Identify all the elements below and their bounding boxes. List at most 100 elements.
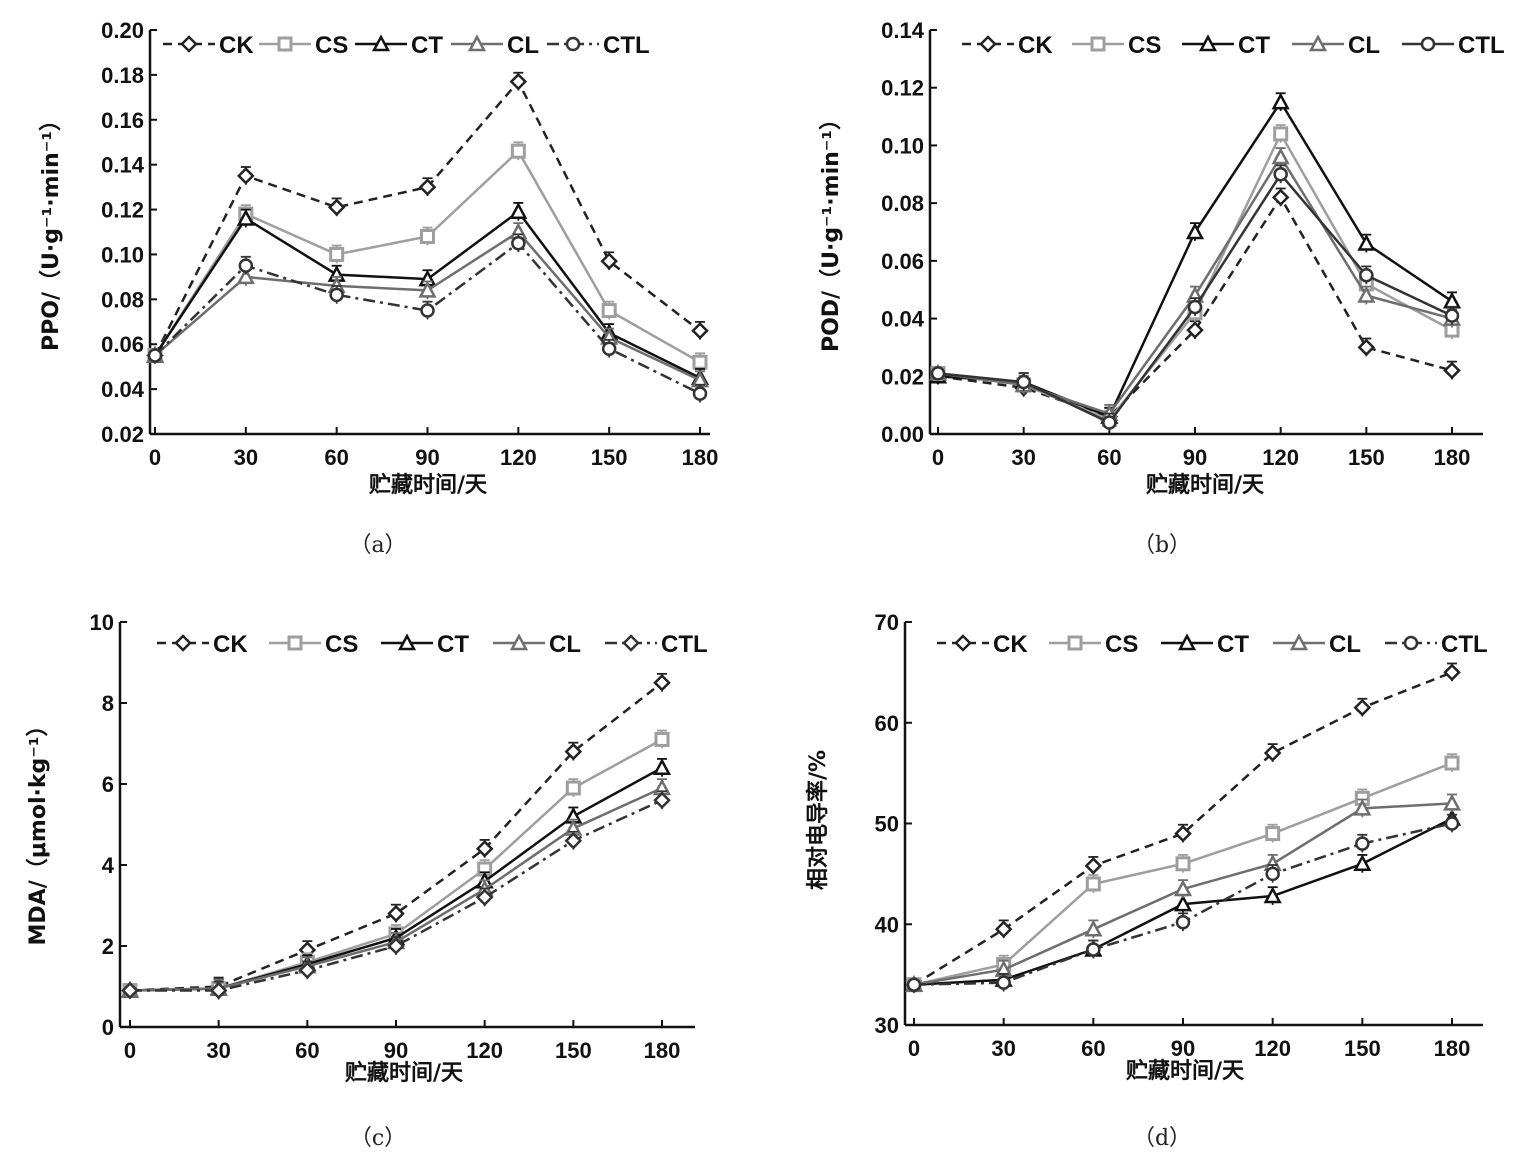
panel-caption: （a） xyxy=(349,533,406,558)
y-tick-label: 40 xyxy=(875,912,899,937)
data-point-CL xyxy=(1353,798,1372,816)
legend-marker-CL xyxy=(1308,34,1328,52)
y-tick-label: 0.20 xyxy=(101,18,144,43)
data-point-CTL xyxy=(420,303,435,318)
x-tick-label: 180 xyxy=(644,1038,681,1063)
data-point-CK xyxy=(418,178,437,196)
legend: CK CS CT CL CTL xyxy=(163,32,650,59)
series-CL xyxy=(120,778,672,998)
data-point-CK xyxy=(237,167,255,185)
x-axis-title: 贮藏时间/天 xyxy=(1146,473,1265,498)
data-point-CTL xyxy=(1102,415,1117,430)
y-tick-label: 30 xyxy=(875,1013,899,1038)
x-axis-title: 贮藏时间/天 xyxy=(1126,1059,1245,1084)
series-line-CTL xyxy=(130,799,663,992)
data-point-CK xyxy=(475,840,494,858)
legend-label-CL: CL xyxy=(549,631,581,658)
x-tick-label: 120 xyxy=(1262,445,1299,470)
legend-marker-CTL xyxy=(1420,36,1436,52)
data-point-CS xyxy=(692,354,708,370)
y-tick-label: 10 xyxy=(90,610,114,635)
data-point-CTL xyxy=(1444,308,1460,323)
data-point-CTL xyxy=(1016,374,1031,390)
data-point-CTL xyxy=(1355,836,1370,851)
x-tick-label: 30 xyxy=(206,1038,230,1063)
data-point-CTL xyxy=(1086,942,1101,957)
data-point-CTL xyxy=(906,977,922,992)
legend-label-CL: CL xyxy=(1348,32,1380,59)
data-point-CTL xyxy=(1273,167,1288,182)
data-point-CT xyxy=(1263,886,1282,904)
legend-label-CT: CT xyxy=(437,631,469,658)
legend-marker-CK xyxy=(174,634,192,652)
y-tick-label: 0.12 xyxy=(881,76,924,101)
x-tick-label: 0 xyxy=(124,1038,136,1063)
series-line-CS xyxy=(937,131,1453,422)
x-tick-label: 120 xyxy=(466,1038,503,1063)
data-point-CTL xyxy=(601,341,617,356)
panel-caption: （c） xyxy=(350,1126,406,1151)
data-point-CTL xyxy=(209,981,228,1000)
data-point-CT xyxy=(1353,854,1372,872)
y-tick-label: 0.18 xyxy=(101,63,144,88)
x-tick-label: 60 xyxy=(1081,1036,1105,1061)
x-tick-label: 120 xyxy=(1254,1036,1291,1061)
data-point-CS xyxy=(329,246,345,262)
chart-panel-3: 0 2 4 6 8 10 0 30 60 90 120 150 180 贮藏时间/天 MDA/（μmol·k… xyxy=(26,610,708,1151)
y-axis-title: POD/（U·g⁻¹·min⁻¹） xyxy=(819,108,844,352)
legend: CK CS CT CL CTL xyxy=(937,631,1488,658)
data-point-CS xyxy=(1273,126,1289,142)
data-point-CK xyxy=(1353,698,1372,717)
data-point-CS xyxy=(601,303,617,319)
data-point-CK xyxy=(1357,338,1376,357)
x-tick-label: 150 xyxy=(591,445,628,470)
x-tick-label: 180 xyxy=(1434,445,1471,470)
legend-label-CTL: CTL xyxy=(1441,631,1488,658)
legend-marker-CTL xyxy=(622,634,640,652)
y-tick-label: 70 xyxy=(875,610,899,635)
data-point-CK xyxy=(327,198,346,217)
data-point-CS xyxy=(565,780,581,796)
data-point-CTL xyxy=(1175,914,1191,930)
y-tick-label: 60 xyxy=(875,711,899,736)
data-point-CK xyxy=(691,321,709,340)
x-tick-label: 150 xyxy=(1348,445,1385,470)
data-point-CS xyxy=(654,731,670,747)
legend-marker-CL xyxy=(467,34,487,52)
legend-label-CK: CK xyxy=(1018,32,1053,59)
y-tick-label: 0.06 xyxy=(881,249,924,274)
x-tick-label: 60 xyxy=(295,1038,319,1063)
legend-marker-CT xyxy=(1177,633,1197,651)
x-tick-label: 0 xyxy=(932,445,944,470)
legend-marker-CK xyxy=(954,634,972,652)
y-tick-label: 0.10 xyxy=(881,133,924,158)
data-point-CTL xyxy=(1359,268,1374,283)
series-line-CL xyxy=(129,786,663,992)
data-point-CL xyxy=(418,280,437,298)
data-point-CK xyxy=(1186,321,1204,339)
data-point-CK xyxy=(600,252,618,270)
x-tick-label: 30 xyxy=(234,445,258,470)
panel-caption: （d） xyxy=(1133,1126,1191,1151)
chart-panel-2: 0.00 0.02 0.04 0.06 0.08 0.10 0.12 0.14 0 30 60 90 1… xyxy=(819,18,1505,558)
y-tick-label: 2 xyxy=(102,934,114,959)
series-CT xyxy=(928,92,1462,426)
x-tick-label: 30 xyxy=(991,1036,1015,1061)
x-tick-label: 60 xyxy=(1097,445,1121,470)
data-point-CS xyxy=(1175,856,1191,872)
legend-label-CL: CL xyxy=(507,32,539,59)
x-tick-label: 180 xyxy=(1434,1036,1471,1061)
legend: CK CS CT CL CTL xyxy=(962,32,1505,59)
legend-label-CS: CS xyxy=(1128,32,1161,59)
data-point-CL xyxy=(1173,879,1193,897)
series-CK xyxy=(905,662,1461,994)
y-tick-label: 0.10 xyxy=(101,242,144,267)
data-point-CT xyxy=(1185,222,1205,240)
legend-marker-CTL xyxy=(565,36,581,52)
data-point-CK xyxy=(564,742,583,761)
data-point-CT xyxy=(1442,291,1462,309)
legend-marker-CL xyxy=(509,633,529,651)
series-CS xyxy=(122,729,670,999)
y-tick-label: 0.04 xyxy=(881,307,925,332)
legend-label-CTL: CTL xyxy=(1458,32,1505,59)
